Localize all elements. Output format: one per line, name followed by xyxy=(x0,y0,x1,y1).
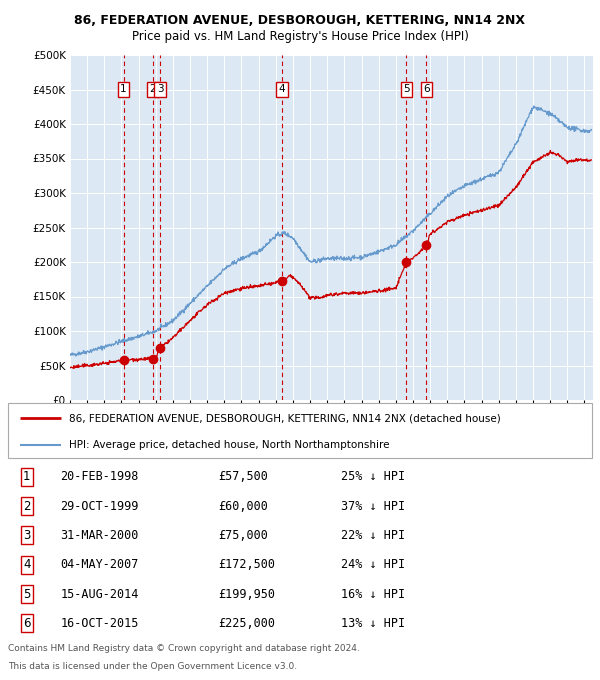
Text: 5: 5 xyxy=(403,84,410,95)
Text: Contains HM Land Registry data © Crown copyright and database right 2024.: Contains HM Land Registry data © Crown c… xyxy=(8,644,360,653)
Text: 1: 1 xyxy=(23,470,31,483)
Text: 4: 4 xyxy=(23,558,31,571)
Text: 6: 6 xyxy=(423,84,430,95)
Text: 25% ↓ HPI: 25% ↓ HPI xyxy=(341,470,405,483)
Text: 86, FEDERATION AVENUE, DESBOROUGH, KETTERING, NN14 2NX (detached house): 86, FEDERATION AVENUE, DESBOROUGH, KETTE… xyxy=(70,413,501,424)
Text: 15-AUG-2014: 15-AUG-2014 xyxy=(61,588,139,600)
Text: 29-OCT-1999: 29-OCT-1999 xyxy=(61,500,139,513)
Text: 5: 5 xyxy=(23,588,31,600)
Text: 3: 3 xyxy=(157,84,163,95)
Text: 86, FEDERATION AVENUE, DESBOROUGH, KETTERING, NN14 2NX: 86, FEDERATION AVENUE, DESBOROUGH, KETTE… xyxy=(74,14,526,27)
Text: 13% ↓ HPI: 13% ↓ HPI xyxy=(341,617,405,630)
Text: 16% ↓ HPI: 16% ↓ HPI xyxy=(341,588,405,600)
Text: HPI: Average price, detached house, North Northamptonshire: HPI: Average price, detached house, Nort… xyxy=(70,440,390,449)
Text: 04-MAY-2007: 04-MAY-2007 xyxy=(61,558,139,571)
Text: £57,500: £57,500 xyxy=(218,470,268,483)
Text: £60,000: £60,000 xyxy=(218,500,268,513)
Text: 6: 6 xyxy=(23,617,31,630)
Text: 24% ↓ HPI: 24% ↓ HPI xyxy=(341,558,405,571)
Text: 2: 2 xyxy=(149,84,156,95)
Text: 22% ↓ HPI: 22% ↓ HPI xyxy=(341,529,405,542)
Text: 1: 1 xyxy=(120,84,127,95)
Text: 2: 2 xyxy=(23,500,31,513)
Text: Price paid vs. HM Land Registry's House Price Index (HPI): Price paid vs. HM Land Registry's House … xyxy=(131,30,469,43)
Text: 37% ↓ HPI: 37% ↓ HPI xyxy=(341,500,405,513)
Text: £75,000: £75,000 xyxy=(218,529,268,542)
Text: £225,000: £225,000 xyxy=(218,617,275,630)
Text: £199,950: £199,950 xyxy=(218,588,275,600)
Text: 4: 4 xyxy=(278,84,285,95)
Text: 16-OCT-2015: 16-OCT-2015 xyxy=(61,617,139,630)
Text: 20-FEB-1998: 20-FEB-1998 xyxy=(61,470,139,483)
Text: This data is licensed under the Open Government Licence v3.0.: This data is licensed under the Open Gov… xyxy=(8,662,297,670)
Text: £172,500: £172,500 xyxy=(218,558,275,571)
Text: 31-MAR-2000: 31-MAR-2000 xyxy=(61,529,139,542)
Text: 3: 3 xyxy=(23,529,31,542)
